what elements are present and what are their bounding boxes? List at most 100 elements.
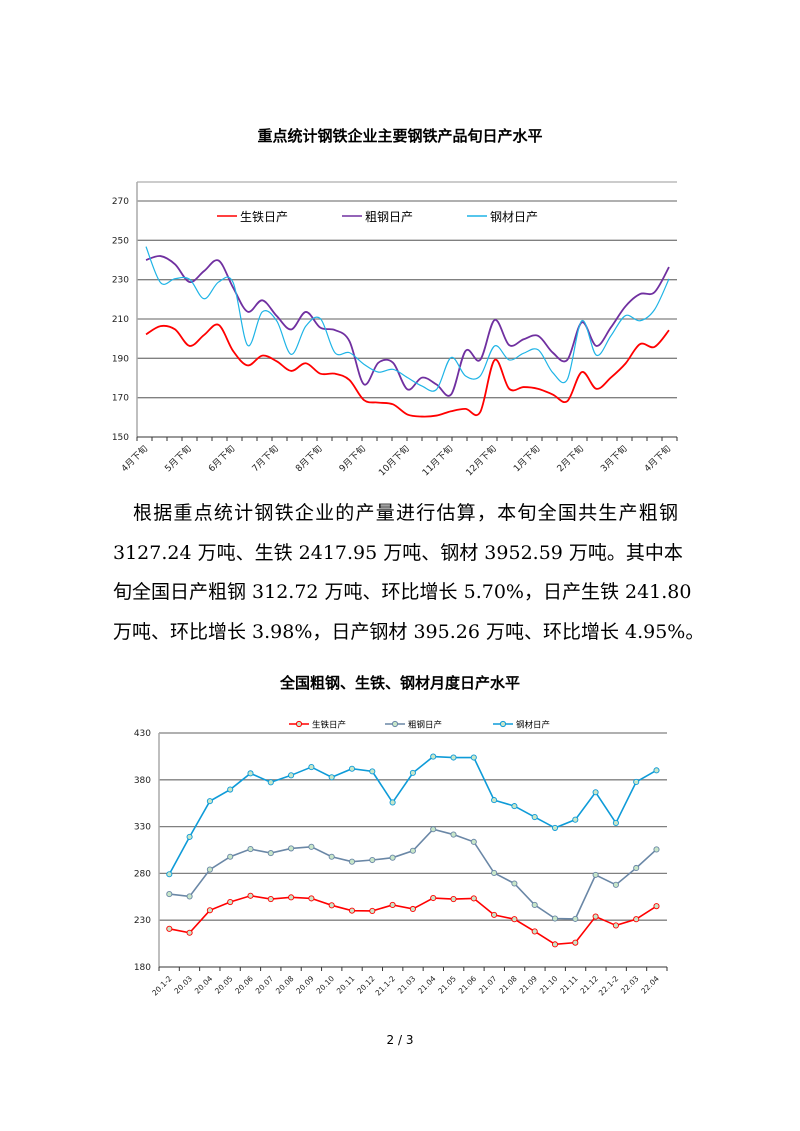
data-point xyxy=(409,769,416,776)
data-point xyxy=(491,911,498,918)
data-point xyxy=(267,779,274,786)
data-point xyxy=(348,765,356,772)
data-point xyxy=(369,856,376,864)
data-point xyxy=(572,915,579,922)
data-point xyxy=(592,913,599,920)
y-tick-label: 230 xyxy=(134,916,151,926)
data-point xyxy=(348,907,356,914)
data-point xyxy=(430,753,437,760)
x-tick-label: 20.06 xyxy=(233,974,255,996)
data-point xyxy=(186,893,193,900)
data-point xyxy=(633,864,640,872)
x-tick-label: 20.09 xyxy=(294,974,316,996)
x-tick-label: 20.1-2 xyxy=(150,974,174,998)
y-tick-label: 430 xyxy=(134,729,151,739)
x-tick-label: 20.07 xyxy=(254,974,276,996)
paragraph-line: 万吨、环比增长 3.98%，日产钢材 395.26 万吨、环比增长 4.95%。 xyxy=(113,621,705,643)
data-point xyxy=(470,895,477,902)
legend-label: 钢材日产 xyxy=(516,719,550,730)
paragraph-line: 根据重点统计钢铁企业的产量进行估算，本旬全国共生产粗钢 xyxy=(133,502,678,524)
legend-label: 生铁日产 xyxy=(240,210,288,224)
series-line-2 xyxy=(145,255,670,397)
x-tick-label: 21.04 xyxy=(416,974,438,996)
data-point xyxy=(166,871,173,878)
data-point xyxy=(450,895,457,903)
legend-label: 粗钢日产 xyxy=(408,719,442,730)
data-point xyxy=(409,905,416,913)
data-point xyxy=(511,880,518,887)
x-tick-label: 21.08 xyxy=(497,974,519,996)
data-point xyxy=(653,767,660,774)
y-tick-label: 330 xyxy=(134,823,151,833)
data-point xyxy=(612,819,619,826)
data-point xyxy=(592,871,599,878)
legend-marker xyxy=(499,720,507,728)
chart1-title: 重点统计钢铁企业主要钢铁产品旬日产水平 xyxy=(257,127,543,145)
data-point xyxy=(247,770,254,777)
x-tick-label: 21.10 xyxy=(538,974,560,996)
x-tick-label: 21.07 xyxy=(477,974,499,996)
data-point xyxy=(572,939,579,946)
data-point xyxy=(288,894,295,901)
x-tick-label: 20.03 xyxy=(172,974,194,996)
data-point xyxy=(470,838,477,845)
data-point xyxy=(653,903,660,910)
series-line-3 xyxy=(145,246,670,392)
x-tick-label: 22.03 xyxy=(619,974,641,996)
data-point xyxy=(531,814,538,821)
data-point xyxy=(166,925,173,932)
legend-marker xyxy=(391,720,399,728)
data-point xyxy=(470,754,477,761)
data-point xyxy=(328,774,335,781)
legend-label: 生铁日产 xyxy=(312,719,346,730)
x-tick-label: 21.1-2 xyxy=(374,974,398,998)
chart2-title: 全国粗钢、生铁、钢材月度日产水平 xyxy=(279,674,520,692)
data-point xyxy=(551,941,559,948)
x-tick-label: 22.04 xyxy=(639,974,661,996)
data-point xyxy=(531,928,538,935)
data-point xyxy=(389,799,396,806)
data-point xyxy=(551,915,559,922)
data-point xyxy=(430,894,437,902)
data-point xyxy=(206,907,213,914)
data-point xyxy=(389,854,396,861)
series-line-2 xyxy=(169,828,658,920)
data-point xyxy=(633,916,640,923)
data-point xyxy=(612,922,619,929)
series-line-1 xyxy=(145,323,670,418)
x-tick-label: 21.03 xyxy=(396,974,418,996)
data-point xyxy=(288,772,295,779)
data-point xyxy=(166,891,173,898)
data-point xyxy=(328,902,335,909)
paragraph-line: 3127.24 万吨、生铁 2417.95 万吨、钢材 3952.59 万吨。其… xyxy=(113,542,683,564)
y-tick-label: 280 xyxy=(134,869,151,879)
y-tick-label: 230 xyxy=(112,276,129,286)
data-point xyxy=(450,754,457,761)
data-point xyxy=(227,853,234,860)
data-point xyxy=(227,898,234,906)
data-point xyxy=(186,833,193,840)
data-point xyxy=(247,846,254,853)
data-point xyxy=(308,895,315,902)
data-point xyxy=(491,797,498,804)
data-point xyxy=(511,803,518,810)
data-point xyxy=(389,901,396,908)
y-tick-label: 150 xyxy=(112,433,129,443)
data-point xyxy=(348,858,356,865)
y-tick-label: 250 xyxy=(112,236,129,246)
data-point xyxy=(430,826,437,833)
data-point xyxy=(288,845,295,852)
x-tick-label: 20.08 xyxy=(274,974,296,996)
x-tick-label: 20.11 xyxy=(335,974,357,996)
data-point xyxy=(511,916,518,923)
data-point xyxy=(308,764,315,771)
legend-marker xyxy=(295,720,303,728)
data-point xyxy=(206,866,213,873)
data-point xyxy=(491,869,498,876)
data-point xyxy=(409,847,416,854)
legend-label: 钢材日产 xyxy=(490,210,538,224)
data-point xyxy=(247,892,254,899)
y-tick-label: 270 xyxy=(112,197,129,207)
x-tick-label: 21.09 xyxy=(518,974,540,996)
data-point xyxy=(227,786,234,793)
